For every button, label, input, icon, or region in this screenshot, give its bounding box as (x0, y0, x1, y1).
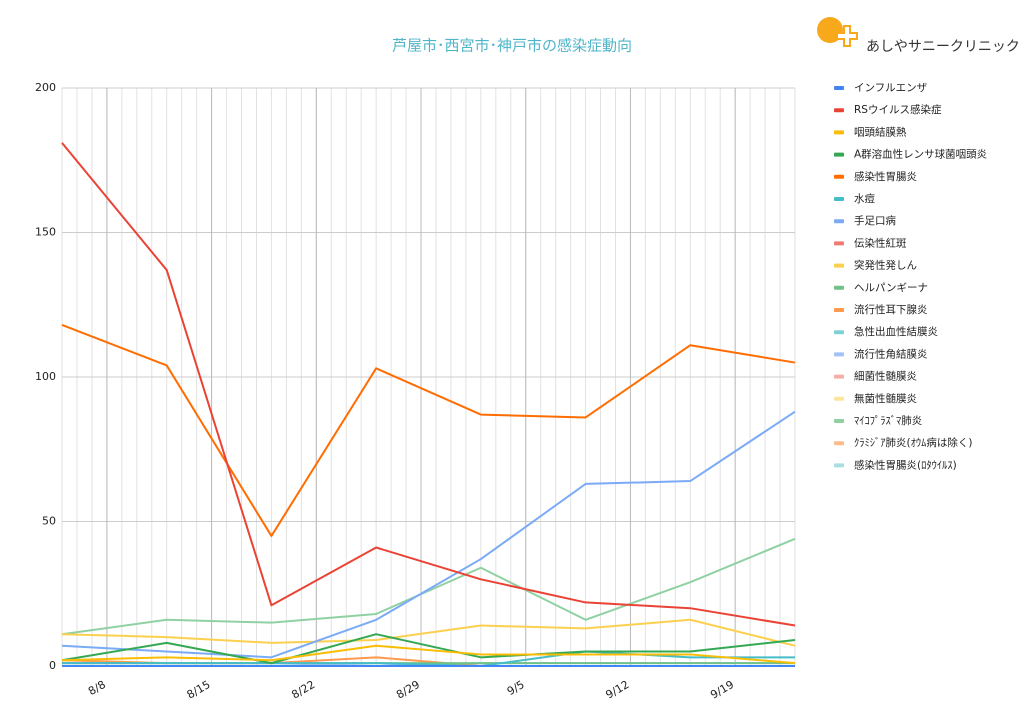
legend-label: 手足口病 (854, 214, 896, 227)
legend-swatch (834, 197, 844, 201)
y-tick-label: 200 (35, 81, 56, 94)
legend-label: RSウイルス感染症 (854, 103, 942, 116)
legend-label: 流行性耳下腺炎 (854, 303, 928, 316)
legend-label: 無菌性髄膜炎 (854, 392, 917, 405)
x-tick-label: 9/5 (505, 678, 527, 698)
y-tick-label: 50 (42, 515, 56, 528)
series-line (61, 633, 796, 665)
legend-swatch (834, 263, 844, 268)
legend-swatch (834, 419, 844, 423)
legend-swatch (834, 396, 844, 401)
legend-label: 咽頭結膜熱 (854, 125, 907, 138)
x-tick-label: 8/15 (185, 678, 213, 702)
y-tick-label: 150 (35, 226, 56, 239)
legend-swatch (834, 352, 844, 357)
legend-label: 伝染性紅斑 (854, 236, 907, 249)
y-tick-label: 100 (35, 370, 56, 383)
legend-swatch (834, 219, 844, 224)
legend-swatch (834, 174, 844, 179)
y-tick-label: 0 (49, 659, 56, 672)
series-line (61, 644, 796, 665)
legend-swatch (834, 463, 844, 468)
legend-swatch (834, 285, 844, 290)
legend-swatch (834, 308, 844, 312)
legend-label: 水痘 (854, 192, 875, 205)
legend-swatch (834, 130, 844, 135)
legend-swatch (834, 152, 844, 157)
legend-swatch (834, 374, 844, 379)
legend-label: 急性出血性結膜炎 (854, 325, 938, 338)
x-tick-label: 8/8 (86, 678, 108, 698)
legend-label: A群溶血性レンサ球菌咽頭炎 (854, 148, 988, 161)
logo-icon (817, 17, 858, 47)
legend-label: ｸﾗﾐｼﾞｱ肺炎(ｵｳﾑ病は除く) (854, 436, 972, 449)
legend-label: 細菌性髄膜炎 (854, 370, 917, 383)
series-line (61, 537, 796, 636)
logo-text: あしやサニークリニック (866, 39, 1020, 55)
legend-swatch (834, 441, 844, 446)
legend-label: 感染性胃腸炎(ﾛﾀｳｲﾙｽ) (854, 458, 957, 471)
legend-label: 流行性角結膜炎 (854, 347, 928, 360)
legend-label: 突発性発しん (854, 259, 917, 272)
series-line (61, 142, 796, 627)
series-line (61, 324, 796, 537)
legend-label: ﾏｲｺﾌﾟﾗｽﾞﾏ肺炎 (854, 415, 923, 427)
x-tick-label: 8/29 (394, 678, 422, 702)
chart-title: 芦屋市･西宮市･神戸市の感染症動向 (392, 37, 632, 55)
legend-label: インフルエンザ (854, 82, 928, 94)
legend-label: ヘルパンギーナ (854, 282, 928, 294)
series-line (62, 650, 795, 667)
series-line (61, 410, 796, 659)
legend-swatch (834, 86, 844, 90)
x-tick-label: 9/12 (604, 678, 632, 702)
legend-label: 感染性胃腸炎 (854, 170, 917, 183)
legend-swatch (834, 241, 844, 246)
series-line (61, 618, 796, 647)
legend-swatch (834, 108, 844, 113)
legend-swatch (834, 330, 844, 335)
x-tick-label: 9/19 (708, 678, 736, 702)
x-tick-label: 8/22 (289, 678, 317, 702)
